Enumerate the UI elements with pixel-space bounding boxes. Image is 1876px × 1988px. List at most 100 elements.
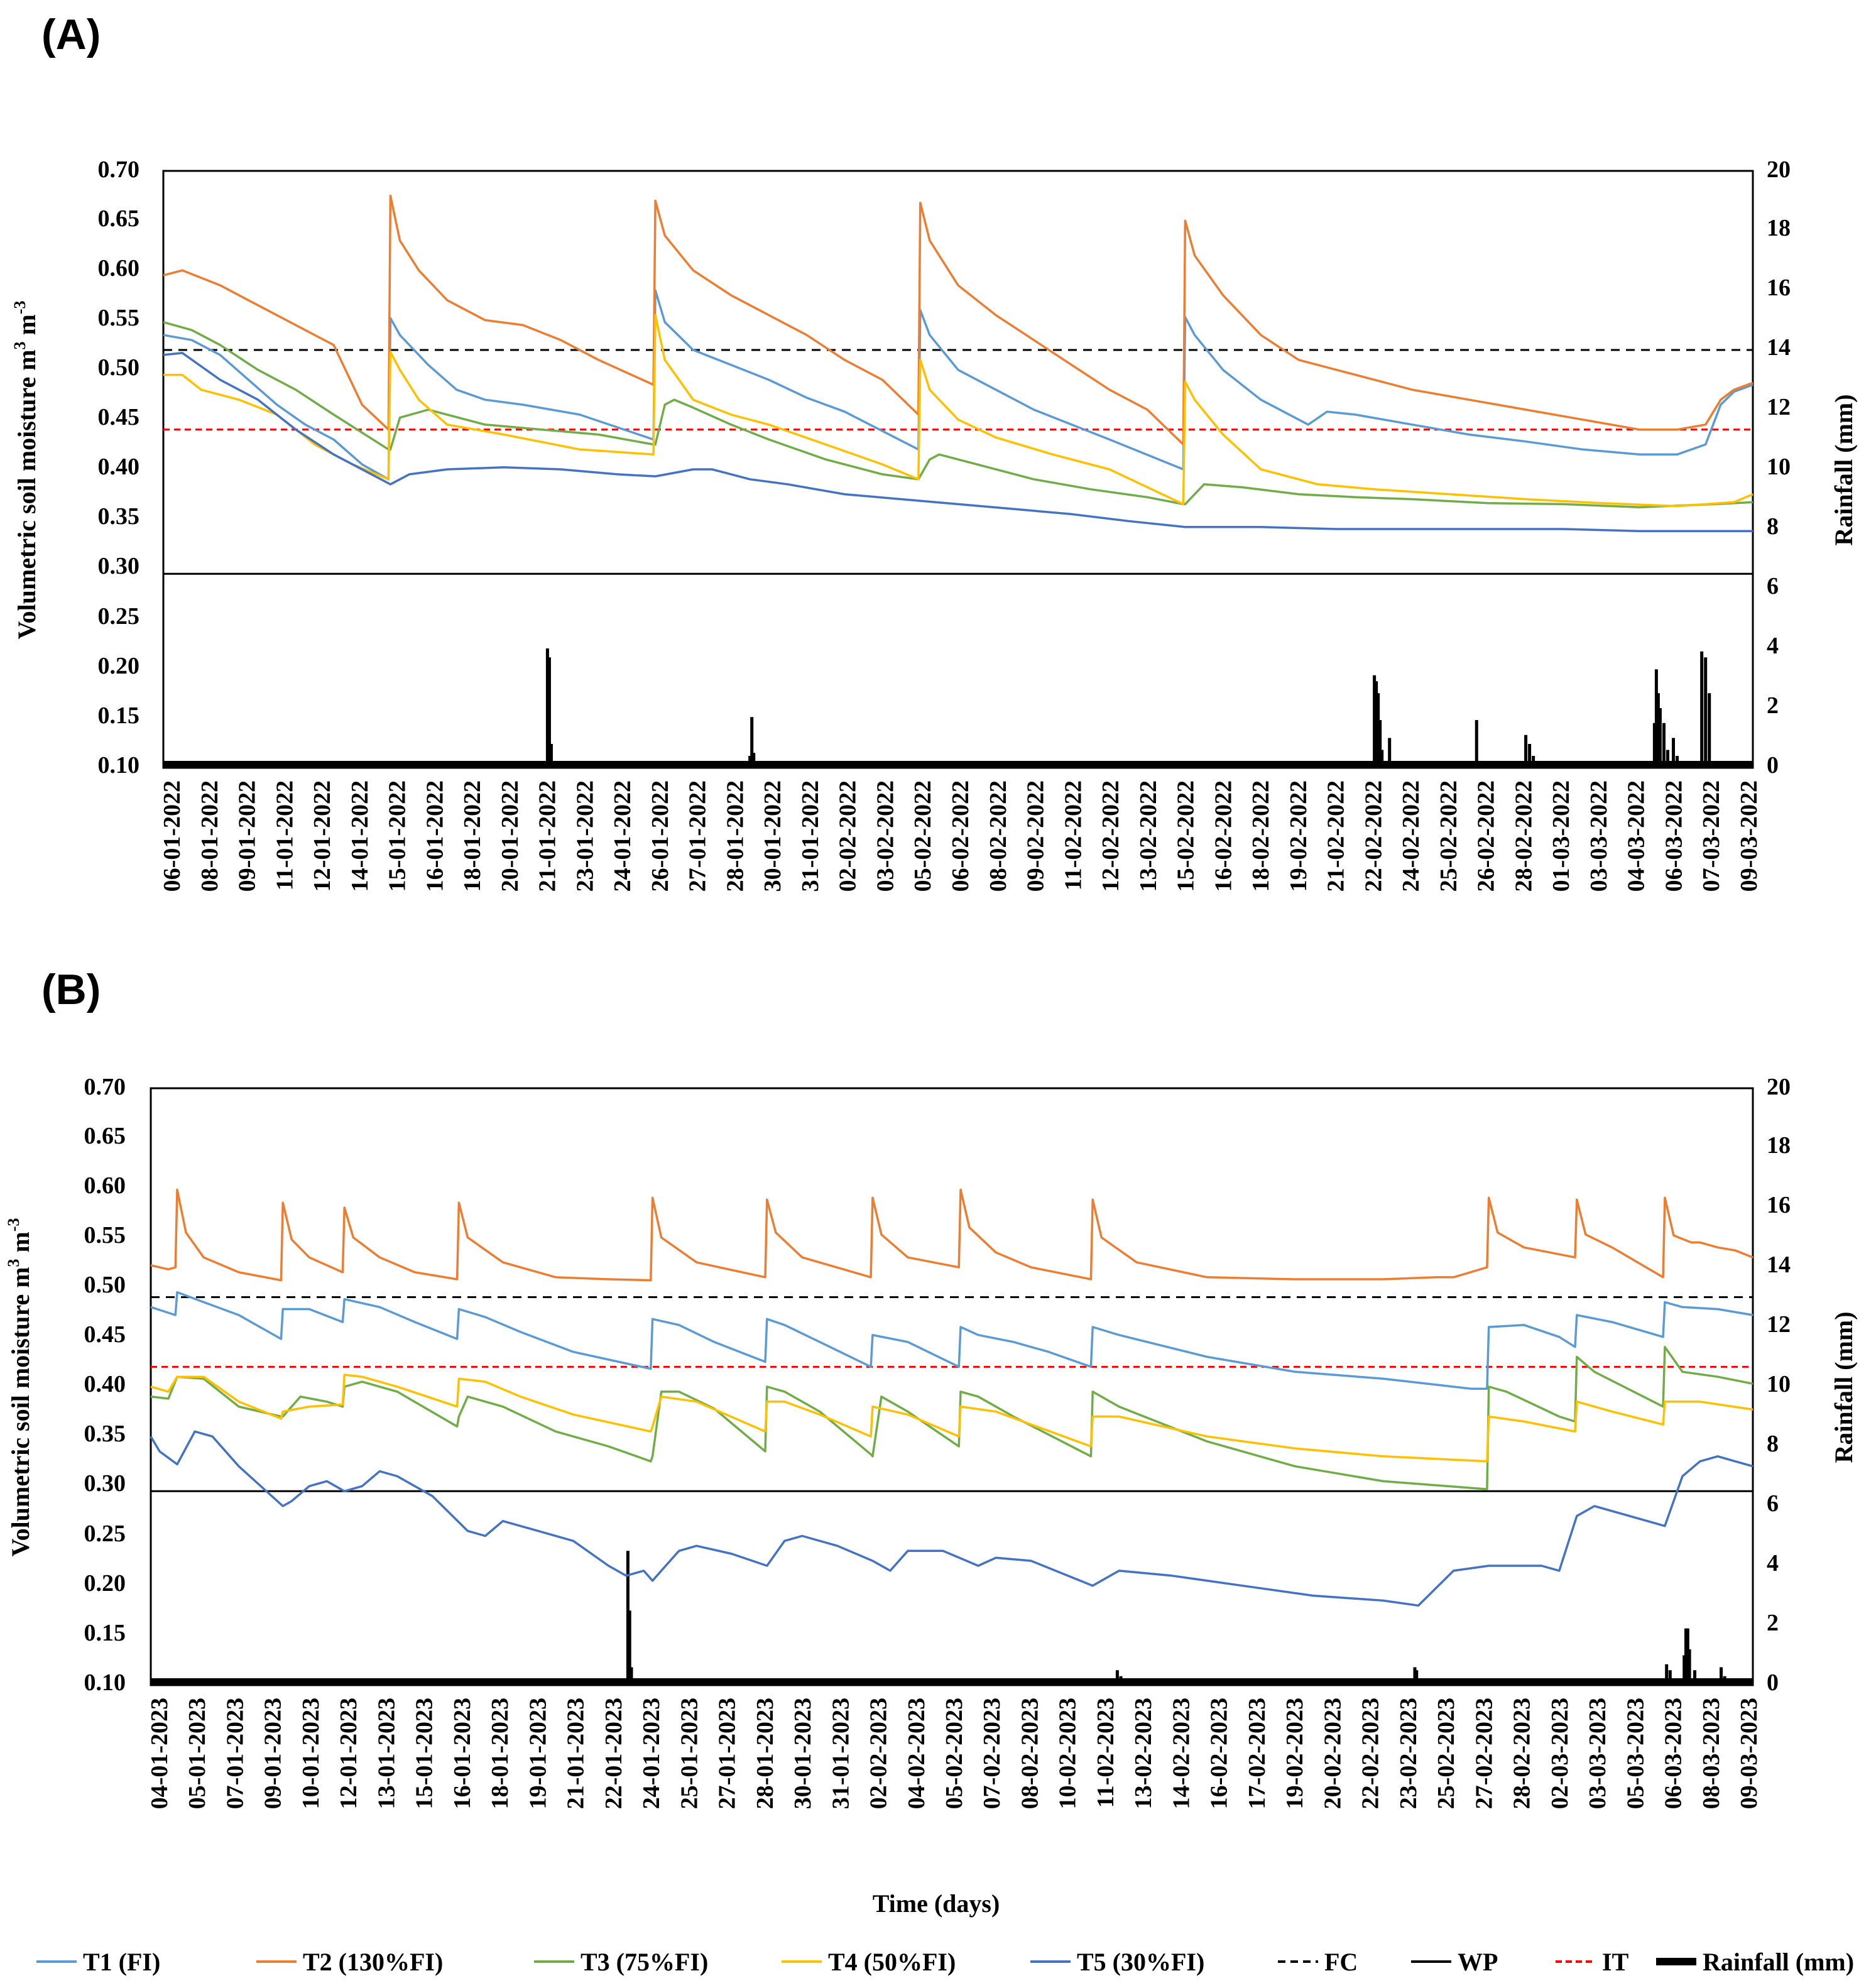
panel-a-date-tick: 11-02-2022 [1060, 780, 1086, 890]
panel-b-date-tick: 25-02-2023 [1433, 1698, 1459, 1809]
panel-b-date-tick: 09-03-2023 [1736, 1698, 1762, 1809]
panel-a-date-tick: 06-01-2022 [159, 780, 185, 892]
panel-b-ytick: 0.15 [84, 1620, 126, 1646]
panel-a-series-line [163, 321, 1753, 508]
panel-b-ytick: 0.30 [84, 1470, 126, 1497]
panel-a-rainfall-bar [1676, 756, 1679, 768]
panel-b-date-tick: 28-01-2023 [752, 1698, 778, 1809]
panel-a-date-tick: 18-01-2022 [459, 780, 486, 892]
panel-a-rainfall-bar [1713, 762, 1717, 768]
panel-a-rainfall-bar [748, 756, 752, 768]
panel-b-y2tick: 8 [1767, 1431, 1779, 1457]
panel-a-rainfall-bar [1377, 693, 1380, 768]
panel-b-ytick: 0.10 [84, 1669, 126, 1696]
panel-a-y2tick: 10 [1767, 454, 1791, 480]
panel-a-ytick: 0.45 [98, 404, 140, 430]
panel-a-date-tick: 06-03-2022 [1661, 780, 1688, 892]
panel-b-date-tick: 22-01-2023 [601, 1698, 627, 1809]
panel-b-rainfall-bar [1115, 1670, 1119, 1685]
panel-a-date-tick: 31-01-2022 [797, 780, 824, 892]
panel-a-rainfall-bar [545, 648, 549, 768]
panel-b-plot-frame [150, 1087, 1754, 1686]
panel-a-rainfall-bar [1652, 723, 1656, 768]
panel-b-date-tick: 19-02-2023 [1282, 1698, 1308, 1809]
panel-a-reference-lines [163, 349, 1753, 575]
panel-b-y2-axis-label: Rainfall (mm) [1830, 1311, 1858, 1463]
panel-b-date-tick: 23-02-2023 [1395, 1698, 1422, 1809]
panel-a-rainfall-bar [1658, 708, 1662, 768]
panel-a-rainfall-bar [1388, 738, 1392, 768]
panel-a-rainfall-bar [1380, 750, 1384, 768]
panel-b-date-tick: 19-01-2023 [525, 1698, 551, 1809]
legend-label: Rainfall (mm) [1703, 1948, 1854, 1976]
panel-b-series-line [150, 1345, 1753, 1490]
panel-a-series-line [163, 194, 1753, 446]
panel-b-y2tick: 10 [1767, 1371, 1791, 1397]
panel-b-rainfall-bar [1415, 1670, 1419, 1685]
legend-label: T3 (75%FI) [581, 1948, 708, 1976]
panel-b-rainfall-bar [1686, 1628, 1689, 1685]
panel-b-date-tick: 25-01-2023 [676, 1698, 702, 1809]
panel-b-y2tick: 16 [1767, 1192, 1791, 1218]
panel-b-date-tick: 06-03-2023 [1661, 1698, 1687, 1809]
panel-a-date-tick: 16-02-2022 [1210, 780, 1236, 892]
panel-b-ytick: 0.25 [84, 1521, 126, 1547]
panel-a-ytick: 0.30 [98, 553, 140, 579]
panel-b-ytick: 0.70 [84, 1074, 126, 1100]
panel-a-date-tick: 24-01-2022 [609, 780, 636, 892]
legend-item: T3 (75%FI) [534, 1948, 708, 1976]
legend-item: Rainfall (mm) [1656, 1948, 1854, 1976]
panel-a-label: (A) [41, 11, 101, 58]
panel-a-rainfall-bar [1475, 720, 1478, 768]
panel-b-date-tick: 10-02-2023 [1055, 1698, 1081, 1809]
panel-a-rainfall-bar [1708, 693, 1711, 768]
legend-item: IT [1556, 1948, 1629, 1976]
panel-a-rainfall-bar [1495, 765, 1499, 768]
panel-a-date-tick: 16-01-2022 [422, 780, 448, 892]
panel-b-date-tick: 28-02-2023 [1509, 1698, 1535, 1809]
panel-a-rainfall-bar [1662, 723, 1666, 768]
panel-a-series-line [163, 289, 1753, 481]
panel-a-date-tick: 28-01-2022 [722, 780, 748, 892]
panel-a-ytick: 0.15 [98, 702, 140, 729]
panel-b-rainfall-bar [1003, 1682, 1006, 1685]
panel-b-date-tick: 17-02-2023 [1244, 1698, 1270, 1809]
panel-a-rainfall-bar [1373, 675, 1377, 768]
panel-a-y2-axis-label: Rainfall (mm) [1830, 394, 1858, 545]
panel-a-rainfall-bar [543, 762, 547, 768]
panel-a-date-tick: 13-02-2022 [1135, 780, 1162, 892]
panel-b-y2tick: 2 [1767, 1610, 1779, 1636]
panel-a-date-tick: 23-01-2022 [572, 780, 598, 892]
legend-item: T2 (130%FI) [256, 1948, 443, 1976]
panel-a-date-tick: 05-02-2022 [910, 780, 936, 892]
panel-a-y2tick: 4 [1767, 633, 1779, 659]
panel-b-date-tick: 14-02-2023 [1168, 1698, 1194, 1809]
panel-a-date-tick: 25-02-2022 [1436, 780, 1462, 892]
panel-a-date-tick: 15-01-2022 [384, 780, 411, 892]
panel-b-date-tick: 05-03-2023 [1622, 1698, 1649, 1809]
panel-a-rainfall-bar [1532, 756, 1535, 768]
panel-b-series-line [150, 1430, 1753, 1607]
panel-a-y2tick: 14 [1767, 334, 1791, 361]
panel-a-date-tick: 09-02-2022 [1023, 780, 1049, 892]
panel-a-rainfall-bar [1378, 720, 1382, 768]
panel-b-y2tick: 20 [1767, 1074, 1791, 1100]
panel-b-date-tick: 04-02-2023 [903, 1698, 930, 1809]
legend-label: FC [1324, 1948, 1358, 1976]
panel-a-date-tick: 01-03-2022 [1548, 780, 1574, 892]
panel-b-date-tick: 04-01-2023 [146, 1698, 173, 1809]
panel-b-date-tick: 16-02-2023 [1206, 1698, 1233, 1809]
panel-b-date-tick: 12-01-2023 [335, 1698, 362, 1809]
panel-a-rainfall-bar [549, 744, 553, 768]
panel-a-ytick: 0.20 [98, 653, 140, 679]
panel-b-date-tick: 13-02-2023 [1130, 1698, 1157, 1809]
panel-b-rainfall-bar [1665, 1664, 1669, 1685]
panel-b-rainfall-bar [1735, 1682, 1739, 1685]
panel-a-ytick: 0.25 [98, 603, 140, 630]
panel-b-date-tick: 08-02-2023 [1017, 1698, 1044, 1809]
panel-a-rainfall-bar [1704, 657, 1708, 768]
panel-b-ytick: 0.40 [84, 1371, 126, 1397]
panel-a-series [163, 194, 1753, 532]
panel-a-y2tick: 20 [1767, 156, 1791, 183]
